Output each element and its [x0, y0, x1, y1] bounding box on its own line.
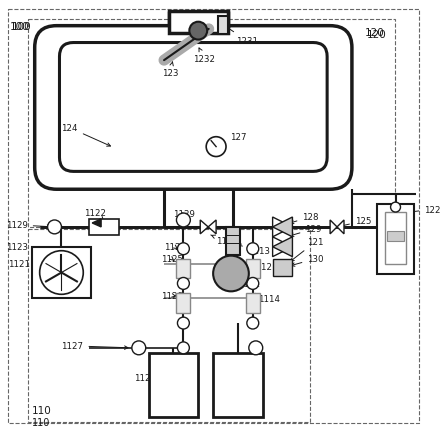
Polygon shape	[272, 237, 292, 257]
Text: 124: 124	[62, 124, 110, 147]
Circle shape	[178, 243, 189, 255]
Circle shape	[249, 341, 263, 355]
Circle shape	[40, 251, 83, 295]
Text: 127: 127	[222, 133, 246, 146]
Text: 1111: 1111	[232, 278, 260, 288]
Text: 1114: 1114	[252, 294, 280, 303]
Text: 1129: 1129	[6, 221, 51, 230]
Polygon shape	[272, 237, 292, 257]
Text: 1127: 1127	[62, 342, 128, 351]
Circle shape	[178, 278, 189, 289]
Text: 1124: 1124	[134, 373, 163, 385]
Text: 122: 122	[400, 205, 441, 215]
Bar	[28, 229, 310, 422]
Bar	[168, 12, 228, 33]
Text: 130: 130	[291, 255, 324, 266]
Text: 1113: 1113	[238, 244, 270, 256]
Polygon shape	[272, 217, 292, 237]
Bar	[32, 247, 91, 299]
Text: 1232: 1232	[193, 49, 215, 64]
Text: 123: 123	[162, 63, 178, 78]
Text: 120: 120	[365, 28, 385, 38]
Circle shape	[178, 342, 189, 354]
Bar	[176, 259, 190, 279]
Bar	[28, 20, 395, 227]
Text: 120: 120	[367, 30, 387, 39]
Text: 1122: 1122	[84, 208, 106, 220]
Bar	[213, 353, 263, 417]
Text: 128: 128	[290, 213, 319, 224]
Bar	[226, 227, 240, 255]
Circle shape	[391, 203, 400, 213]
Circle shape	[176, 214, 190, 227]
Text: 100: 100	[10, 22, 30, 32]
Text: 1231: 1231	[226, 28, 258, 46]
Circle shape	[132, 341, 146, 355]
Bar	[387, 231, 404, 241]
Bar	[272, 259, 292, 277]
Bar	[218, 17, 228, 35]
Bar	[89, 220, 119, 235]
Bar	[149, 353, 198, 417]
Bar	[377, 205, 414, 274]
Circle shape	[247, 243, 259, 255]
Text: 1121: 1121	[8, 260, 36, 269]
Text: 1123: 1123	[6, 243, 51, 255]
Polygon shape	[330, 220, 337, 234]
Text: 110: 110	[32, 417, 50, 427]
Circle shape	[247, 278, 259, 289]
Text: 1125: 1125	[161, 255, 183, 263]
Polygon shape	[272, 217, 292, 237]
Circle shape	[206, 138, 226, 157]
Circle shape	[47, 220, 62, 234]
Text: 125: 125	[341, 217, 371, 227]
Circle shape	[189, 23, 207, 40]
Bar	[176, 294, 190, 313]
Text: 1112: 1112	[242, 263, 272, 271]
Bar	[246, 259, 260, 279]
Circle shape	[178, 317, 189, 329]
Text: 113: 113	[211, 235, 233, 246]
Text: 110: 110	[32, 405, 51, 415]
Text: 100: 100	[12, 22, 31, 32]
Text: 129: 129	[290, 225, 322, 237]
Polygon shape	[337, 220, 344, 234]
Text: 121: 121	[291, 238, 324, 262]
Text: 1126: 1126	[163, 243, 186, 252]
FancyBboxPatch shape	[35, 26, 352, 190]
Circle shape	[247, 317, 259, 329]
FancyBboxPatch shape	[59, 43, 327, 172]
Text: 1128: 1128	[161, 291, 183, 300]
Bar	[385, 213, 406, 264]
Polygon shape	[92, 220, 101, 227]
Polygon shape	[208, 220, 216, 234]
Text: 1129: 1129	[174, 209, 195, 218]
Polygon shape	[200, 220, 208, 234]
Bar	[246, 294, 260, 313]
Circle shape	[213, 256, 249, 292]
